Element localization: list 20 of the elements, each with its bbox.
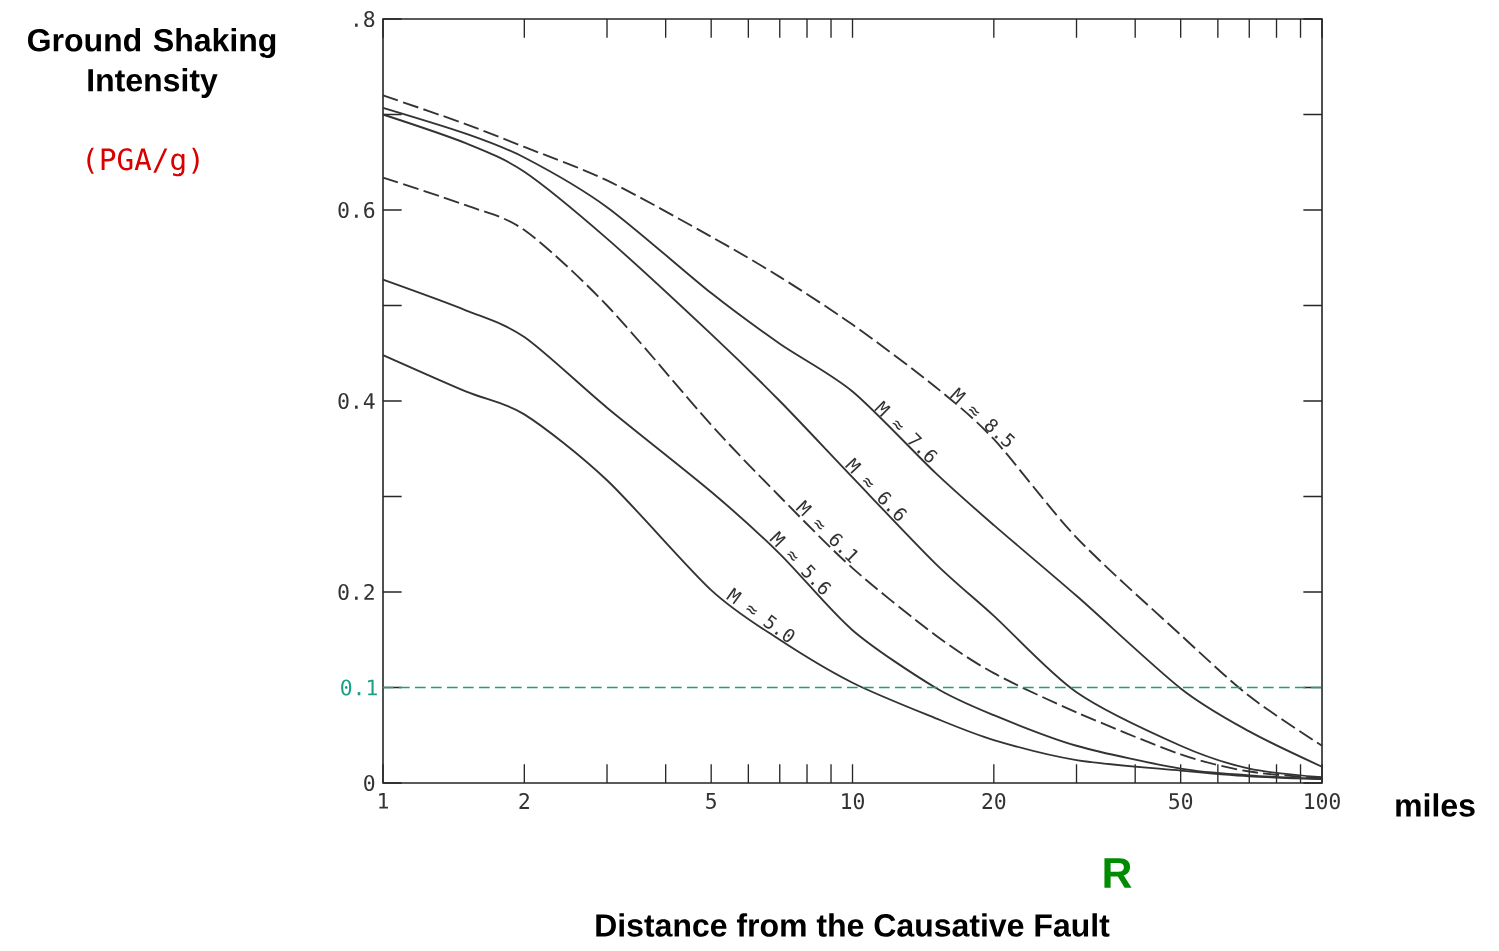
y-tick-label: 0.6 [338,201,375,219]
y-axis-title: Ground Shaking Intensity [27,28,276,98]
y-tick-label: 0.4 [338,392,375,410]
text: miles [1396,793,1475,817]
x-axis-title: Distance from the Causative Fault [596,913,1110,937]
ref-line-label: 0.1 [341,679,377,696]
x-tick-label: 100 [1305,793,1340,810]
x-tick-label: 50 [1169,793,1193,810]
y-tick-label: 0.2 [338,583,374,601]
x-tick-label: 5 [706,793,716,809]
text: M ≈ 8.5 [949,387,1016,447]
text: (PGA/g) [87,147,199,177]
text: M ≈ 5.0 [726,587,795,643]
x-tick-label: 1 [379,793,388,809]
x-tick-label: 2 [519,793,529,809]
x-tick-label: 20 [982,793,1006,810]
y-tick-label: 0 [364,774,375,792]
x-tick-label: 10 [842,793,864,810]
y-tick-label: .8 [355,10,375,28]
text: R [1104,858,1132,888]
